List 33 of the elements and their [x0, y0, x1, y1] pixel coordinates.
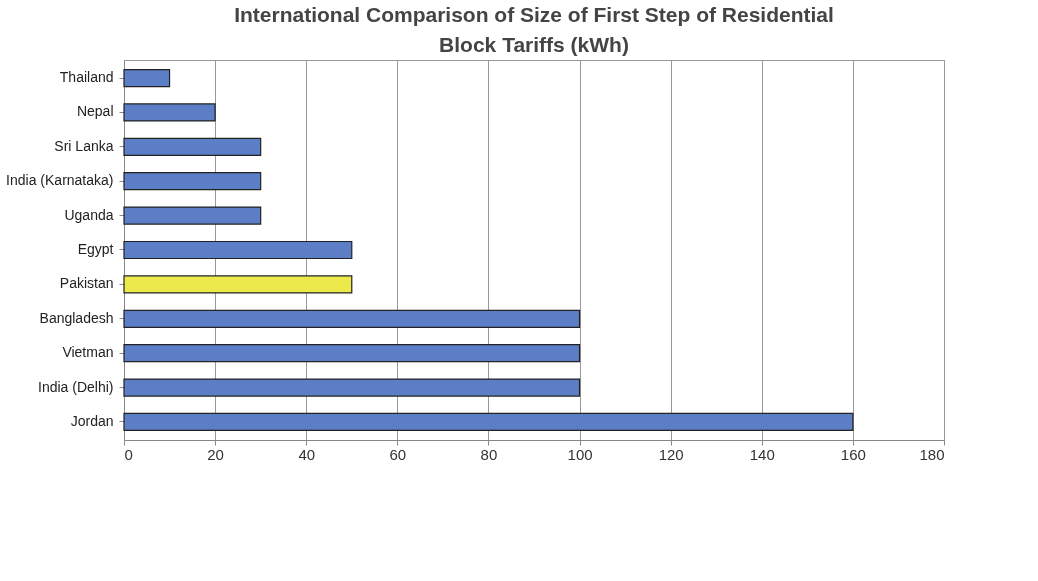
bar — [123, 309, 581, 328]
bar — [123, 137, 262, 156]
y-tick-label: Nepal — [76, 103, 114, 120]
bar — [123, 412, 854, 432]
x-tick-label: 40 — [298, 445, 316, 463]
x-tick-label: 160 — [840, 445, 866, 463]
y-tick-label: Jordan — [70, 412, 114, 429]
x-tick-label: 100 — [567, 445, 593, 463]
x-tick-label: 0 — [124, 445, 133, 463]
y-tick-label: Thailand — [59, 69, 114, 86]
y-tick-label: Vietman — [62, 344, 114, 361]
y-tick-label: Egypt — [77, 241, 114, 257]
bar — [123, 378, 581, 397]
bar — [123, 275, 353, 294]
x-tick-label: 180 — [919, 445, 945, 463]
x-tick-label: 140 — [749, 445, 775, 463]
x-tick-label: 80 — [480, 445, 498, 463]
y-tick-label: Sri Lanka — [54, 137, 114, 154]
bar — [123, 103, 216, 122]
y-tick-label: Bangladesh — [39, 309, 114, 326]
bar — [123, 344, 581, 363]
bar — [123, 68, 171, 88]
chart-title: International Comparison of Size of First Step of Residential Block Tariffs (kWh) — [234, 3, 834, 56]
y-tick-label: Pakistan — [59, 275, 114, 292]
bar — [123, 172, 262, 191]
y-tick-label: Uganda — [64, 206, 114, 223]
x-tick-label: 120 — [658, 445, 684, 463]
y-tick-label: India (Delhi) — [38, 378, 114, 395]
x-tick-label: 20 — [207, 445, 224, 463]
x-tick-label: 60 — [389, 445, 407, 463]
bar — [123, 206, 262, 225]
bar — [123, 240, 353, 260]
y-tick-label: India (Karnataka) — [6, 172, 114, 189]
